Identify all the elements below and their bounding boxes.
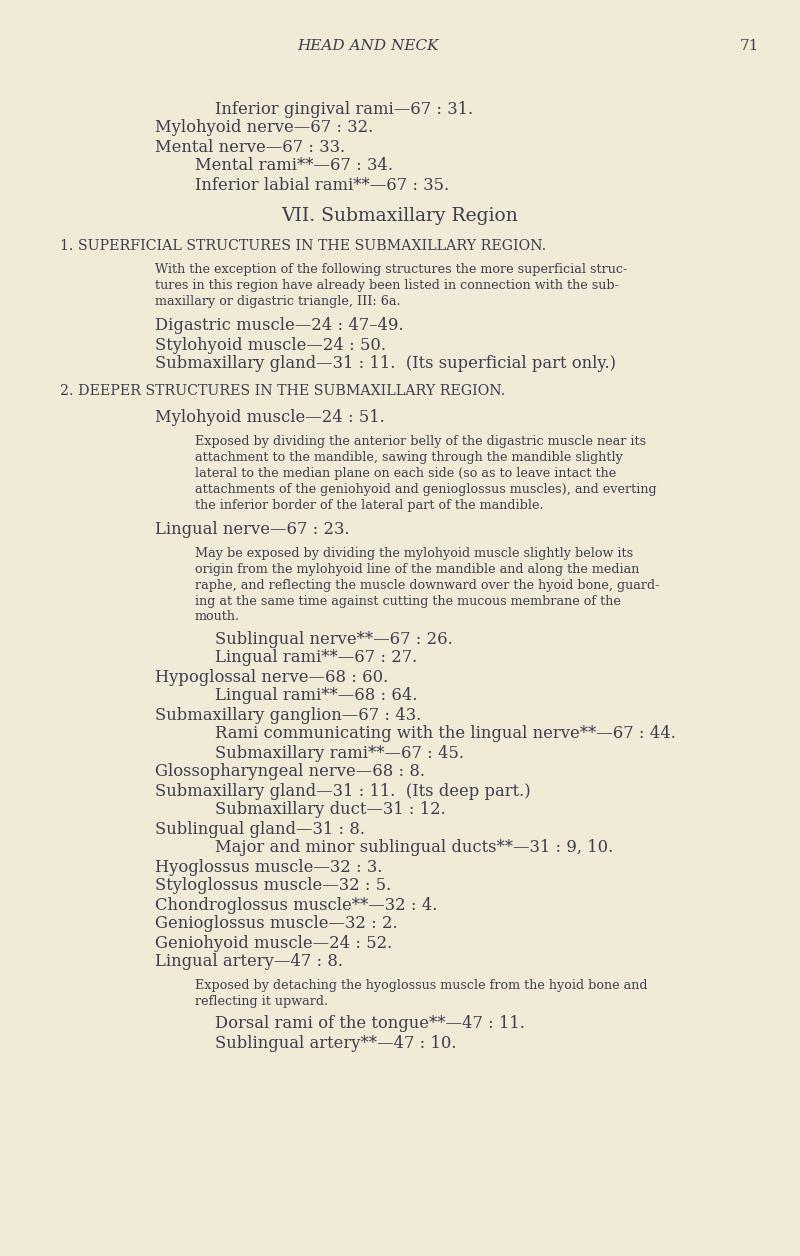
Text: Styloglossus muscle—32 : 5.: Styloglossus muscle—32 : 5. xyxy=(155,878,391,894)
Text: Major and minor sublingual ducts**—31 : 9, 10.: Major and minor sublingual ducts**—31 : … xyxy=(215,839,614,857)
Text: Mental rami**—67 : 34.: Mental rami**—67 : 34. xyxy=(195,157,393,175)
Text: Mylohyoid muscle—24 : 51.: Mylohyoid muscle—24 : 51. xyxy=(155,409,385,427)
Text: Lingual nerve—67 : 23.: Lingual nerve—67 : 23. xyxy=(155,521,350,539)
Text: the inferior border of the lateral part of the mandible.: the inferior border of the lateral part … xyxy=(195,499,544,511)
Text: Sublingual gland—31 : 8.: Sublingual gland—31 : 8. xyxy=(155,820,365,838)
Text: May be exposed by dividing the mylohyoid muscle slightly below its: May be exposed by dividing the mylohyoid… xyxy=(195,546,633,559)
Text: Exposed by detaching the hyoglossus muscle from the hyoid bone and: Exposed by detaching the hyoglossus musc… xyxy=(195,978,647,991)
Text: Lingual rami**—67 : 27.: Lingual rami**—67 : 27. xyxy=(215,649,418,667)
Text: ing at the same time against cutting the mucous membrane of the: ing at the same time against cutting the… xyxy=(195,594,621,608)
Text: Stylohyoid muscle—24 : 50.: Stylohyoid muscle—24 : 50. xyxy=(155,337,386,353)
Text: Genioglossus muscle—32 : 2.: Genioglossus muscle—32 : 2. xyxy=(155,916,398,932)
Text: VII. Submaxillary Region: VII. Submaxillary Region xyxy=(282,207,518,225)
Text: Glossopharyngeal nerve—68 : 8.: Glossopharyngeal nerve—68 : 8. xyxy=(155,764,425,780)
Text: Mental nerve—67 : 33.: Mental nerve—67 : 33. xyxy=(155,138,345,156)
Text: 2. DEEPER STRUCTURES IN THE SUBMAXILLARY REGION.: 2. DEEPER STRUCTURES IN THE SUBMAXILLARY… xyxy=(60,384,506,398)
Text: Exposed by dividing the anterior belly of the digastric muscle near its: Exposed by dividing the anterior belly o… xyxy=(195,435,646,447)
Text: lateral to the median plane on each side (so as to leave intact the: lateral to the median plane on each side… xyxy=(195,466,616,480)
Text: Submaxillary duct—31 : 12.: Submaxillary duct—31 : 12. xyxy=(215,801,446,819)
Text: Submaxillary gland—31 : 11.  (Its superficial part only.): Submaxillary gland—31 : 11. (Its superfi… xyxy=(155,355,616,373)
Text: Sublingual nerve**—67 : 26.: Sublingual nerve**—67 : 26. xyxy=(215,631,453,648)
Text: attachments of the geniohyoid and genioglossus muscles), and everting: attachments of the geniohyoid and geniog… xyxy=(195,482,657,496)
Text: With the exception of the following structures the more superficial struc-: With the exception of the following stru… xyxy=(155,264,627,276)
Text: mouth.: mouth. xyxy=(195,610,240,623)
Text: Hypoglossal nerve—68 : 60.: Hypoglossal nerve—68 : 60. xyxy=(155,668,388,686)
Text: maxillary or digastric triangle, III: 6a.: maxillary or digastric triangle, III: 6a… xyxy=(155,295,401,309)
Text: origin from the mylohyoid line of the mandible and along the median: origin from the mylohyoid line of the ma… xyxy=(195,563,639,575)
Text: Submaxillary gland—31 : 11.  (Its deep part.): Submaxillary gland—31 : 11. (Its deep pa… xyxy=(155,782,530,800)
Text: Inferior labial rami**—67 : 35.: Inferior labial rami**—67 : 35. xyxy=(195,177,449,193)
Text: Submaxillary rami**—67 : 45.: Submaxillary rami**—67 : 45. xyxy=(215,745,464,761)
Text: Lingual rami**—68 : 64.: Lingual rami**—68 : 64. xyxy=(215,687,418,705)
Text: raphe, and reflecting the muscle downward over the hyoid bone, guard-: raphe, and reflecting the muscle downwar… xyxy=(195,579,659,592)
Text: tures in this region have already been listed in connection with the sub-: tures in this region have already been l… xyxy=(155,280,619,293)
Text: 71: 71 xyxy=(740,39,759,53)
Text: Lingual artery—47 : 8.: Lingual artery—47 : 8. xyxy=(155,953,343,971)
Text: reflecting it upward.: reflecting it upward. xyxy=(195,995,328,1007)
Text: attachment to the mandible, sawing through the mandible slightly: attachment to the mandible, sawing throu… xyxy=(195,451,623,463)
Text: Geniohyoid muscle—24 : 52.: Geniohyoid muscle—24 : 52. xyxy=(155,934,392,952)
Text: Sublingual artery**—47 : 10.: Sublingual artery**—47 : 10. xyxy=(215,1035,457,1051)
Text: Chondroglossus muscle**—32 : 4.: Chondroglossus muscle**—32 : 4. xyxy=(155,897,438,913)
Text: Dorsal rami of the tongue**—47 : 11.: Dorsal rami of the tongue**—47 : 11. xyxy=(215,1016,525,1032)
Text: 1. SUPERFICIAL STRUCTURES IN THE SUBMAXILLARY REGION.: 1. SUPERFICIAL STRUCTURES IN THE SUBMAXI… xyxy=(60,239,546,252)
Text: HEAD AND NECK: HEAD AND NECK xyxy=(298,39,438,53)
Text: Rami communicating with the lingual nerve**—67 : 44.: Rami communicating with the lingual nerv… xyxy=(215,726,676,742)
Text: Submaxillary ganglion—67 : 43.: Submaxillary ganglion—67 : 43. xyxy=(155,706,422,723)
Text: Hyoglossus muscle—32 : 3.: Hyoglossus muscle—32 : 3. xyxy=(155,859,382,875)
Text: Digastric muscle—24 : 47–49.: Digastric muscle—24 : 47–49. xyxy=(155,318,404,334)
Text: Mylohyoid nerve—67 : 32.: Mylohyoid nerve—67 : 32. xyxy=(155,119,374,137)
Text: Inferior gingival rami—67 : 31.: Inferior gingival rami—67 : 31. xyxy=(215,100,473,118)
